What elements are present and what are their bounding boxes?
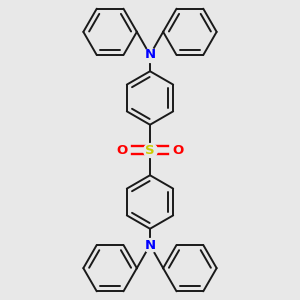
Text: N: N: [144, 48, 156, 62]
Text: S: S: [145, 143, 155, 157]
Text: O: O: [172, 143, 184, 157]
Text: N: N: [144, 238, 156, 252]
Text: O: O: [116, 143, 128, 157]
